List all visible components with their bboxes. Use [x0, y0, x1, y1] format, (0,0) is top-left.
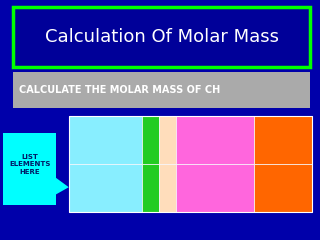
- Polygon shape: [56, 178, 69, 194]
- Bar: [69, 116, 312, 212]
- Bar: [254, 164, 312, 212]
- Bar: [69, 164, 142, 212]
- Bar: [142, 164, 159, 212]
- Bar: [159, 116, 176, 164]
- Bar: [176, 116, 254, 164]
- Bar: [176, 164, 254, 212]
- Bar: [13, 72, 310, 108]
- Bar: [159, 164, 176, 212]
- Bar: [254, 116, 312, 164]
- Text: CALCULATE THE MOLAR MASS OF CH: CALCULATE THE MOLAR MASS OF CH: [19, 85, 220, 95]
- Bar: [142, 116, 159, 164]
- FancyBboxPatch shape: [13, 7, 310, 67]
- Bar: [3, 133, 56, 205]
- Text: LIST
ELEMENTS
HERE: LIST ELEMENTS HERE: [9, 154, 50, 175]
- Text: Calculation Of Molar Mass: Calculation Of Molar Mass: [44, 28, 279, 46]
- Bar: [69, 116, 142, 164]
